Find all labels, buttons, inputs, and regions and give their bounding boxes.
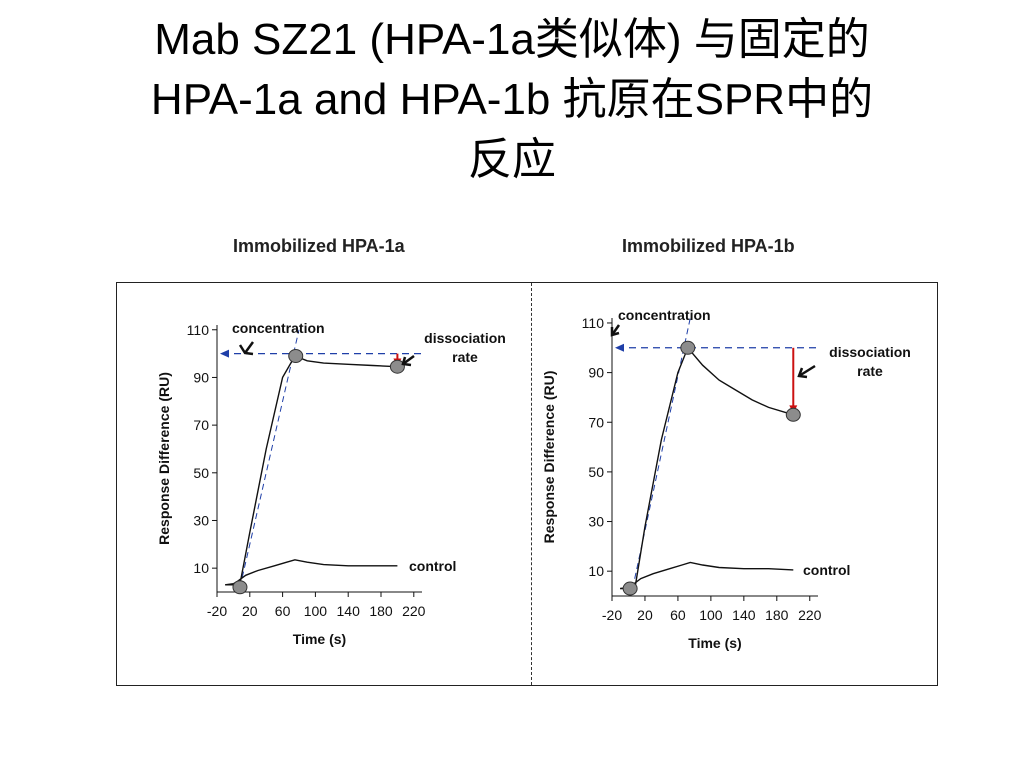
sample-series-line bbox=[620, 346, 794, 590]
x-tick-label: 20 bbox=[637, 607, 653, 623]
y-axis-label: Response Difference (RU) bbox=[156, 372, 172, 545]
y-tick-label: 50 bbox=[193, 465, 209, 481]
x-tick-label: 20 bbox=[242, 603, 258, 619]
control-annotation: control bbox=[409, 558, 456, 574]
y-tick-label: 90 bbox=[588, 365, 604, 381]
data-point-marker bbox=[785, 407, 801, 422]
concentration-reference-arrowhead bbox=[220, 349, 229, 358]
y-tick-label: 30 bbox=[193, 512, 209, 528]
x-tick-label: 60 bbox=[275, 603, 291, 619]
x-tick-label: 60 bbox=[670, 607, 686, 623]
x-tick-label: 100 bbox=[699, 607, 723, 623]
panel-title-hpa-1a: Immobilized HPA-1a bbox=[233, 236, 405, 256]
y-axis-label: Response Difference (RU) bbox=[541, 371, 557, 544]
concentration-slope-line bbox=[632, 317, 691, 589]
x-axis-label: Time (s) bbox=[688, 635, 741, 651]
concentration-pointer-arrow-shaft bbox=[243, 341, 255, 354]
x-tick-label: 220 bbox=[402, 603, 426, 619]
y-tick-label: 10 bbox=[588, 563, 604, 579]
slide-title-line-2: HPA-1a and HPA-1b 抗原在SPR中的 bbox=[150, 75, 874, 124]
panel-divider bbox=[531, 283, 532, 685]
control-series-line bbox=[225, 559, 398, 586]
panel-title-hpa-1b: Immobilized HPA-1b bbox=[622, 236, 795, 256]
x-tick-label: 180 bbox=[765, 607, 789, 623]
y-tick-label: 110 bbox=[187, 322, 210, 338]
x-tick-label: 140 bbox=[732, 607, 756, 623]
y-tick-label: 30 bbox=[588, 514, 604, 530]
y-tick-label: 50 bbox=[588, 464, 604, 480]
concentration-annotation: concentration bbox=[232, 320, 325, 336]
dissociation-pointer-arrow-shaft bbox=[798, 364, 816, 378]
y-tick-label: 70 bbox=[193, 417, 209, 433]
dissociation-annotation-line1: dissociation bbox=[829, 344, 911, 360]
y-tick-label: 10 bbox=[193, 560, 209, 576]
concentration-annotation: concentration bbox=[618, 307, 711, 323]
figure-frame bbox=[116, 282, 938, 686]
y-tick-label: 110 bbox=[582, 315, 605, 331]
dissociation-annotation-line1: dissociation bbox=[424, 330, 506, 346]
sample-series-line bbox=[225, 355, 398, 586]
x-tick-label: 100 bbox=[304, 603, 328, 619]
data-point-marker bbox=[288, 348, 304, 363]
x-tick-label: -20 bbox=[207, 603, 227, 619]
x-tick-label: -20 bbox=[602, 607, 622, 623]
dissociation-pointer-arrow-head bbox=[401, 356, 412, 367]
slide-title-line-3: 反应 bbox=[468, 135, 556, 184]
data-point-marker bbox=[680, 340, 696, 355]
dissociation-pointer-arrow-head bbox=[797, 367, 808, 379]
x-tick-label: 180 bbox=[369, 603, 393, 619]
chart-hpa-1b: -20 20 60 100 140 180 220 10 30 50 70 90 110 Time (s)… bbox=[541, 307, 911, 651]
x-tick-label: 140 bbox=[337, 603, 361, 619]
chart-hpa-1a: -20 20 60 100 140 180 220 10 30 50 70 90 110 Time (s)… bbox=[156, 320, 506, 647]
concentration-pointer-arrow-head bbox=[238, 344, 254, 356]
slide-title-line-1: Mab SZ21 (HPA-1a类似体) 与固定的 bbox=[154, 15, 870, 64]
dissociation-pointer-arrow-shaft bbox=[402, 354, 415, 366]
concentration-slope-line bbox=[239, 329, 300, 588]
data-point-marker bbox=[232, 580, 248, 595]
data-point-marker bbox=[389, 359, 405, 374]
x-axis-label: Time (s) bbox=[293, 631, 346, 647]
slide-title: Mab SZ21 (HPA-1a类似体) 与固定的 HPA-1a and HPA… bbox=[40, 10, 984, 190]
concentration-pointer-arrow-head bbox=[610, 327, 620, 337]
y-tick-label: 70 bbox=[588, 414, 604, 430]
dissociation-annotation-line2: rate bbox=[452, 349, 478, 365]
dissociation-annotation-line2: rate bbox=[857, 363, 883, 379]
data-point-marker bbox=[622, 581, 638, 596]
y-tick-label: 90 bbox=[193, 369, 209, 385]
concentration-reference-arrowhead bbox=[615, 343, 624, 352]
control-annotation: control bbox=[803, 562, 850, 578]
control-series-line bbox=[620, 561, 794, 590]
x-tick-label: 220 bbox=[798, 607, 822, 623]
